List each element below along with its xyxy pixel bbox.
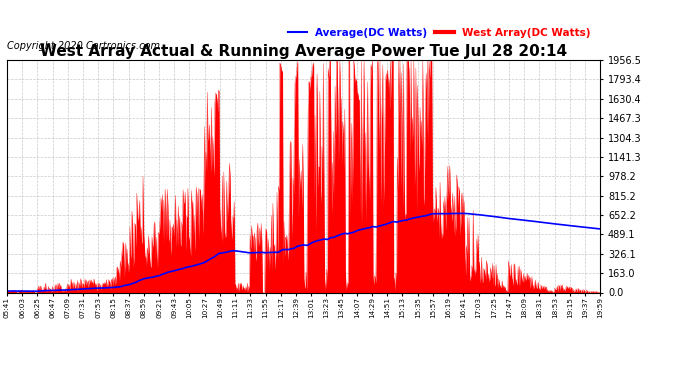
Text: Copyright 2020 Cartronics.com: Copyright 2020 Cartronics.com [7, 41, 160, 51]
Title: West Array Actual & Running Average Power Tue Jul 28 20:14: West Array Actual & Running Average Powe… [40, 44, 567, 59]
Legend: Average(DC Watts), West Array(DC Watts): Average(DC Watts), West Array(DC Watts) [284, 23, 595, 42]
